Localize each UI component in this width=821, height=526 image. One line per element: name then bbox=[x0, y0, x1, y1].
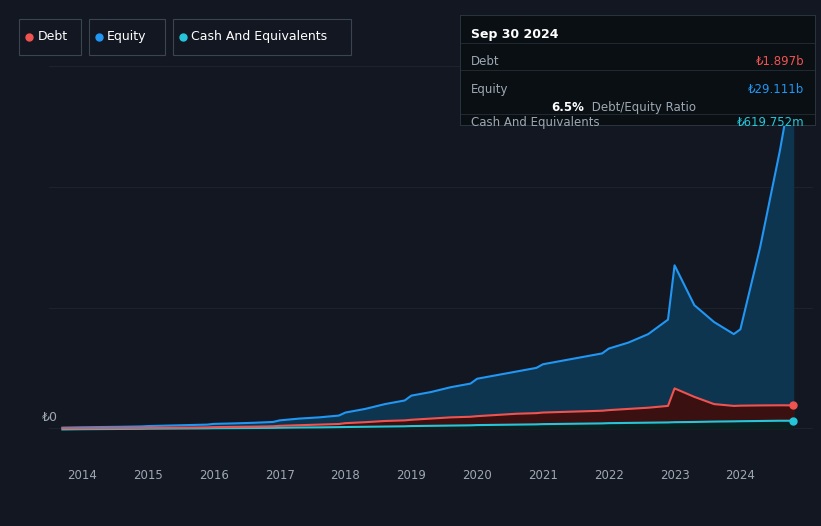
Text: Debt: Debt bbox=[37, 30, 67, 43]
Text: Cash And Equivalents: Cash And Equivalents bbox=[470, 116, 599, 129]
Text: Debt: Debt bbox=[470, 55, 499, 68]
Text: 2020: 2020 bbox=[462, 469, 492, 482]
FancyBboxPatch shape bbox=[173, 18, 351, 55]
Text: Equity: Equity bbox=[107, 30, 146, 43]
Text: 2019: 2019 bbox=[397, 469, 426, 482]
Text: 2017: 2017 bbox=[264, 469, 295, 482]
Text: 2021: 2021 bbox=[528, 469, 557, 482]
Text: Equity: Equity bbox=[470, 83, 508, 96]
Text: 6.5%: 6.5% bbox=[552, 101, 585, 114]
Text: ₺619.752m: ₺619.752m bbox=[736, 116, 805, 129]
Text: Cash And Equivalents: Cash And Equivalents bbox=[191, 30, 328, 43]
Text: Sep 30 2024: Sep 30 2024 bbox=[470, 28, 558, 41]
Text: 2023: 2023 bbox=[660, 469, 690, 482]
Text: ₺1.897b: ₺1.897b bbox=[755, 55, 805, 68]
Text: ₺0: ₺0 bbox=[42, 411, 57, 424]
Text: 2018: 2018 bbox=[331, 469, 360, 482]
Text: 2024: 2024 bbox=[726, 469, 755, 482]
Text: 2014: 2014 bbox=[67, 469, 97, 482]
Text: 2015: 2015 bbox=[133, 469, 163, 482]
FancyBboxPatch shape bbox=[89, 18, 165, 55]
Text: ₺29.111b: ₺29.111b bbox=[748, 83, 805, 96]
Text: 2022: 2022 bbox=[594, 469, 624, 482]
Text: ₺30b: ₺30b bbox=[42, 45, 73, 58]
FancyBboxPatch shape bbox=[19, 18, 80, 55]
Text: Debt/Equity Ratio: Debt/Equity Ratio bbox=[588, 101, 696, 114]
Text: 2016: 2016 bbox=[199, 469, 229, 482]
